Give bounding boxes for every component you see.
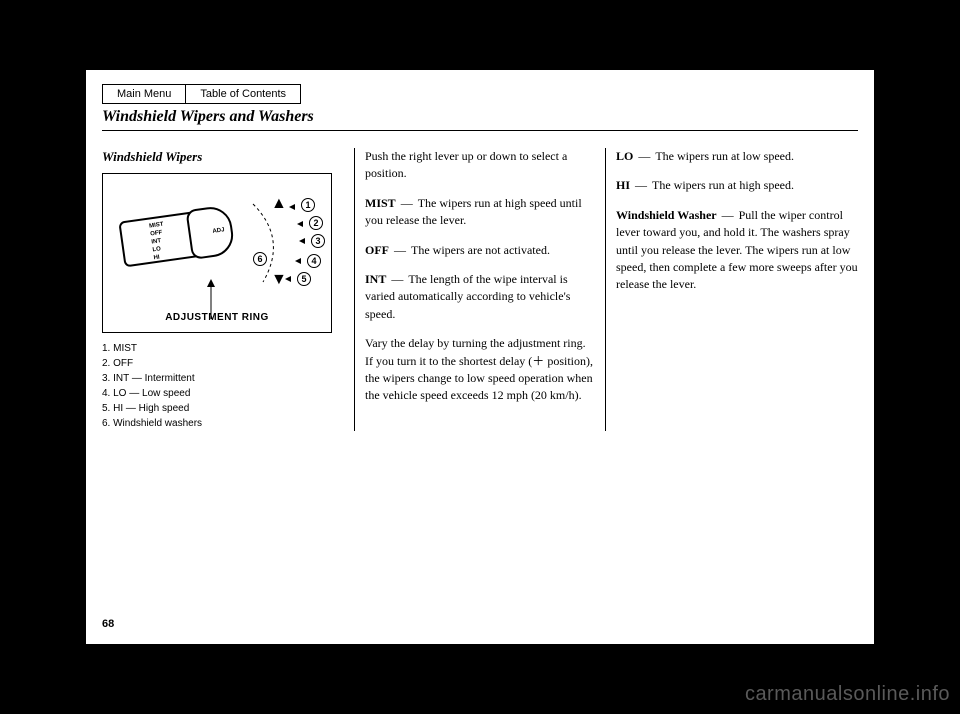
legend-item: 4. LO — Low speed <box>102 386 344 401</box>
int-paragraph: INT — The length of the wipe interval is… <box>365 271 595 323</box>
arrow-up-icon: ▲ <box>271 196 287 212</box>
content-columns: Windshield Wipers MIST OFF INT LO HI ADJ <box>102 148 858 431</box>
dash-icon: — <box>398 196 416 210</box>
manual-page: Main Menu Table of Contents Windshield W… <box>86 70 874 644</box>
plus-icon: ＋ <box>532 354 544 368</box>
hi-text: The wipers run at high speed. <box>652 178 794 192</box>
vary-delay-paragraph: Vary the delay by turning the adjustment… <box>365 335 595 405</box>
dash-icon: — <box>635 149 653 163</box>
off-text: The wipers are not activated. <box>411 243 550 257</box>
instruction-text: Push the right lever up or down to selec… <box>365 148 595 183</box>
dash-icon: — <box>391 243 409 257</box>
page-title: Windshield Wipers and Washers <box>102 108 314 126</box>
off-paragraph: OFF — The wipers are not activated. <box>365 242 595 259</box>
legend-item: 2. OFF <box>102 356 344 371</box>
stalk-label-adj: ADJ <box>212 227 225 236</box>
title-rule <box>102 130 858 131</box>
main-menu-tab[interactable]: Main Menu <box>102 84 186 104</box>
lo-text: The wipers run at low speed. <box>655 149 794 163</box>
column-2: Push the right lever up or down to selec… <box>354 148 606 431</box>
legend-item: 5. HI — High speed <box>102 401 344 416</box>
wipers-subheading: Windshield Wipers <box>102 148 344 167</box>
wiper-stalk-figure: MIST OFF INT LO HI ADJ ▲ ▼ 1 2 <box>102 173 332 333</box>
washer-term: Windshield Washer <box>616 208 717 222</box>
mist-paragraph: MIST — The wipers run at high speed unti… <box>365 195 595 230</box>
stalk-body: MIST OFF INT LO HI ADJ <box>118 206 233 267</box>
hi-paragraph: HI — The wipers run at high speed. <box>616 177 858 194</box>
stalk-label-lo: LO <box>152 246 161 254</box>
lo-term: LO <box>616 149 633 163</box>
stalk-label-hi: HI <box>153 254 160 262</box>
page-number: 68 <box>102 618 114 630</box>
legend-item: 1. MIST <box>102 341 344 356</box>
legend-item: 6. Windshield washers <box>102 416 344 431</box>
column-3: LO — The wipers run at low speed. HI — T… <box>606 148 858 431</box>
callout-5: 5 <box>297 272 311 286</box>
watermark: carmanualsonline.info <box>745 683 950 706</box>
callout-1: 1 <box>301 198 315 212</box>
legend-item: 3. INT — Intermittent <box>102 371 344 386</box>
int-term: INT <box>365 272 386 286</box>
dash-icon: — <box>632 178 650 192</box>
callout-6: 6 <box>253 252 267 266</box>
figure-legend: 1. MIST 2. OFF 3. INT — Intermittent 4. … <box>102 341 344 431</box>
off-term: OFF <box>365 243 389 257</box>
mist-term: MIST <box>365 196 396 210</box>
callout-4: 4 <box>307 254 321 268</box>
column-1: Windshield Wipers MIST OFF INT LO HI ADJ <box>102 148 354 431</box>
dash-icon: — <box>388 272 406 286</box>
washer-paragraph: Windshield Washer — Pull the wiper contr… <box>616 207 858 294</box>
hi-term: HI <box>616 178 630 192</box>
callout-3: 3 <box>311 234 325 248</box>
lo-paragraph: LO — The wipers run at low speed. <box>616 148 858 165</box>
callout-2: 2 <box>309 216 323 230</box>
dash-icon: — <box>719 208 737 222</box>
header-tabs: Main Menu Table of Contents <box>102 84 301 104</box>
toc-tab[interactable]: Table of Contents <box>186 84 301 104</box>
adjustment-ring-label: ADJUSTMENT RING <box>103 311 331 326</box>
